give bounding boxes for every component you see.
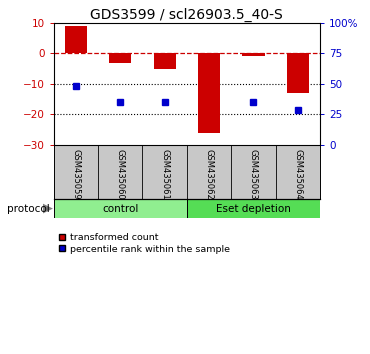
Title: GDS3599 / scl26903.5_40-S: GDS3599 / scl26903.5_40-S: [91, 8, 283, 22]
Text: GSM435064: GSM435064: [293, 149, 302, 200]
Bar: [154, 53, 176, 69]
Text: Eset depletion: Eset depletion: [216, 204, 291, 213]
Text: GSM435060: GSM435060: [116, 149, 125, 200]
Legend: transformed count, percentile rank within the sample: transformed count, percentile rank withi…: [58, 233, 230, 254]
Bar: [287, 53, 309, 93]
Text: GSM435062: GSM435062: [205, 149, 213, 200]
Bar: [109, 53, 131, 63]
Bar: [54, 199, 187, 218]
Bar: [187, 199, 320, 218]
Polygon shape: [43, 204, 53, 214]
Text: protocol: protocol: [7, 204, 50, 213]
Text: GSM435059: GSM435059: [71, 149, 80, 200]
Text: control: control: [102, 204, 138, 213]
Bar: [65, 26, 87, 53]
Text: GSM435061: GSM435061: [160, 149, 169, 200]
Bar: [242, 53, 265, 57]
Bar: [198, 53, 220, 132]
Text: GSM435063: GSM435063: [249, 149, 258, 200]
